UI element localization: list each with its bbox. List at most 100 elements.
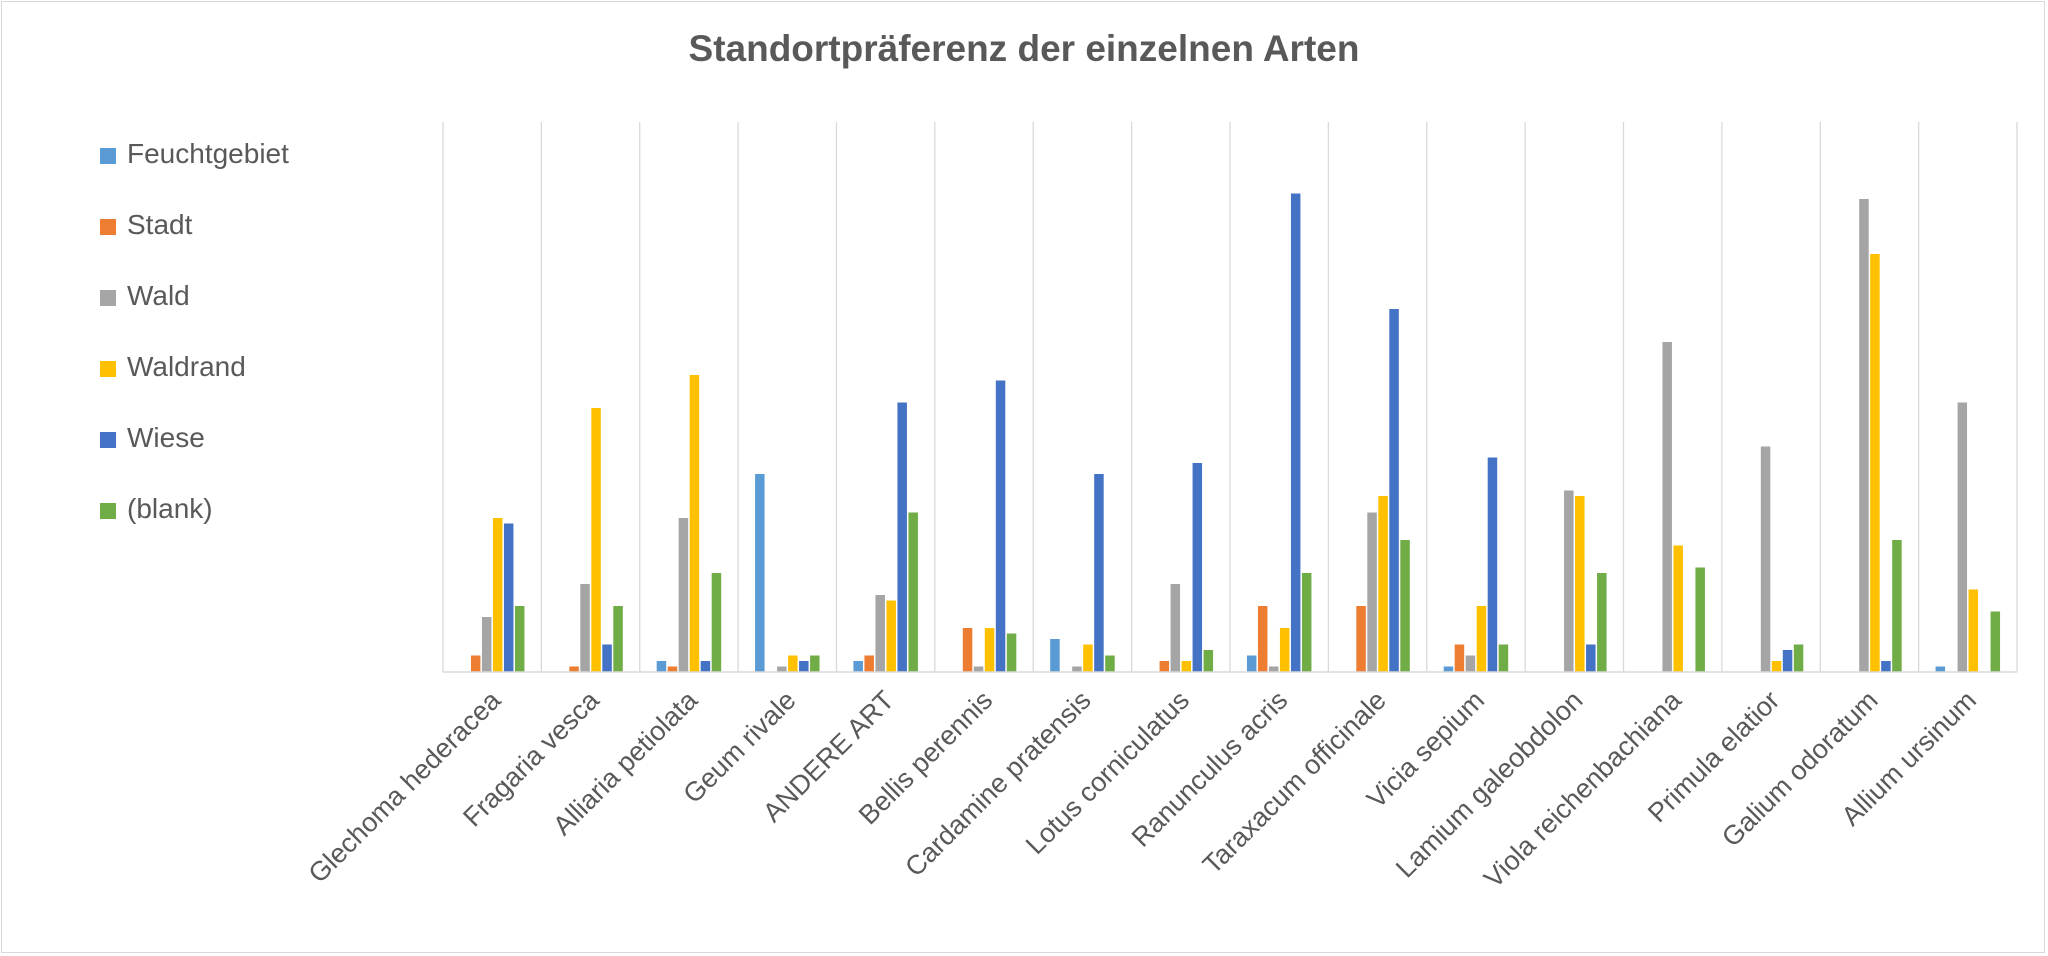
x-tick-label: Taraxacum officinale — [1197, 685, 1392, 880]
bar — [875, 595, 885, 672]
bar — [853, 661, 863, 672]
bar — [1279, 628, 1290, 672]
x-tick-label: Glechoma hederacea — [303, 684, 507, 888]
bar — [962, 628, 973, 672]
legend-label: Feuchtgebiet — [127, 138, 289, 169]
bar — [897, 402, 907, 672]
bar — [1159, 661, 1170, 672]
legend-item: Wald — [100, 280, 289, 351]
bar — [591, 408, 601, 672]
bar — [1760, 446, 1771, 672]
bar — [1356, 606, 1366, 672]
bar — [1990, 611, 2001, 672]
bar — [1859, 199, 1869, 672]
x-tick-label: Viola reichenbachiana — [1478, 684, 1687, 893]
legend-item: Wiese — [100, 422, 289, 493]
bar — [656, 661, 667, 672]
bar — [1586, 644, 1596, 672]
legend-swatch — [100, 432, 116, 448]
bar — [1400, 540, 1410, 672]
bar — [1881, 661, 1891, 672]
legend-label: Stadt — [127, 209, 193, 240]
bar — [1083, 644, 1093, 672]
x-tick-label: Cardamine pratensis — [899, 685, 1096, 882]
bar — [864, 655, 874, 672]
bar — [1771, 661, 1782, 672]
legend-swatch — [100, 219, 116, 235]
bar — [1072, 666, 1082, 672]
bar — [514, 606, 525, 672]
bar — [602, 644, 612, 672]
bar — [678, 518, 689, 672]
bar — [1454, 644, 1465, 672]
bar — [1892, 540, 1902, 672]
bar — [1935, 666, 1946, 672]
bar — [1597, 573, 1607, 672]
bar — [1367, 512, 1377, 672]
chart-title: Standortpräferenz der einzelnen Arten — [688, 28, 1360, 69]
bar — [777, 666, 787, 672]
bar — [1968, 589, 1979, 672]
bar — [1170, 584, 1181, 672]
bar — [810, 655, 820, 672]
bar — [700, 661, 711, 672]
bar — [908, 512, 918, 672]
bar — [1203, 650, 1214, 672]
legend: Feuchtgebiet Stadt Wald Waldrand Wiese (… — [100, 138, 289, 564]
bar — [470, 655, 481, 672]
bar — [1476, 606, 1487, 672]
bar — [1050, 639, 1060, 672]
bar — [1246, 655, 1257, 672]
bar — [1257, 606, 1268, 672]
legend-label: Wiese — [127, 422, 205, 453]
bar — [886, 600, 896, 672]
legend-item: Feuchtgebiet — [100, 138, 289, 209]
legend-swatch — [100, 503, 116, 519]
bar — [788, 655, 798, 672]
bar — [1443, 666, 1454, 672]
bar — [1465, 655, 1476, 672]
bar — [1181, 661, 1192, 672]
bar — [1782, 650, 1793, 672]
bar — [1957, 402, 1968, 672]
bar — [667, 666, 678, 672]
bar — [799, 661, 809, 672]
legend-label: Wald — [127, 280, 190, 311]
bar — [1498, 644, 1509, 672]
bar — [1290, 193, 1301, 672]
bar — [492, 518, 503, 672]
legend-item: Waldrand — [100, 351, 289, 422]
bar — [995, 380, 1006, 672]
bar — [1378, 496, 1388, 672]
bar — [1105, 655, 1115, 672]
bar — [1870, 254, 1880, 672]
bar — [503, 523, 514, 672]
legend-label: Waldrand — [127, 351, 246, 382]
bar — [580, 584, 590, 672]
bar — [1301, 573, 1312, 672]
bar — [1564, 490, 1574, 672]
bar — [711, 573, 722, 672]
bar — [569, 666, 579, 672]
bar — [1192, 463, 1203, 672]
bar — [1575, 496, 1585, 672]
bar — [984, 628, 995, 672]
bar — [1389, 309, 1399, 672]
legend-swatch — [100, 361, 116, 377]
legend-swatch — [100, 290, 116, 306]
bar — [1662, 342, 1672, 672]
legend-label: (blank) — [127, 493, 213, 524]
bar — [1793, 644, 1804, 672]
x-tick-label: Lamium galeobdolon — [1390, 685, 1588, 883]
bar — [613, 606, 623, 672]
legend-item: (blank) — [100, 493, 289, 564]
bar — [1695, 567, 1705, 672]
bar — [1487, 457, 1498, 672]
bar — [1094, 474, 1104, 672]
bar — [1006, 633, 1017, 672]
bar — [481, 617, 492, 672]
x-tick-label: Lotus corniculatus — [1020, 685, 1195, 860]
legend-item: Stadt — [100, 209, 289, 280]
